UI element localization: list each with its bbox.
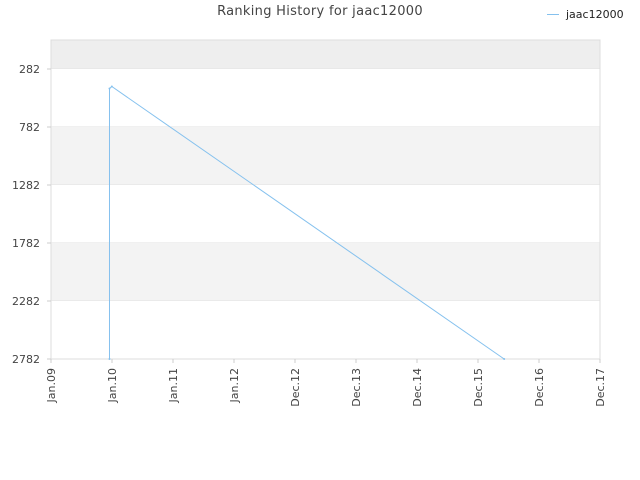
y-tick-label: 2782 [12, 353, 40, 366]
grid-band [51, 185, 600, 243]
y-axis-ticks: 282 782 1282 1782 2282 2782 [12, 63, 51, 366]
x-tick-label: Dec.16 [533, 368, 546, 407]
x-tick-label: Jan.11 [167, 368, 180, 403]
chart-title: Ranking History for jaac12000 [217, 4, 423, 19]
axes [50, 39, 601, 360]
plot-border [50, 39, 601, 360]
x-axis-ticks: Jan.09 Jan.10 Jan.11 Jan.12 Dec.12 Dec.13 Dec.… [45, 359, 607, 407]
grid-band [51, 301, 600, 359]
series-line [108, 85, 505, 360]
legend-label: jaac12000 [566, 8, 624, 21]
series-layer [108, 85, 506, 360]
x-tick-label: Dec.17 [594, 368, 607, 407]
grid-band [51, 40, 600, 69]
legend-swatch [547, 14, 559, 15]
y-tick-label: 1282 [12, 179, 40, 192]
legend: jaac12000 [547, 8, 624, 21]
y-tick-label: 282 [19, 63, 40, 76]
grid-bands [51, 40, 600, 360]
y-tick-label: 782 [19, 121, 40, 134]
grid-band [51, 127, 600, 185]
x-tick-label: Jan.09 [45, 368, 58, 403]
data-point [108, 358, 111, 360]
data-point [503, 358, 506, 360]
x-tick-label: Dec.13 [350, 368, 363, 407]
x-tick-label: Dec.14 [411, 368, 424, 407]
x-tick-label: Dec.15 [472, 368, 485, 407]
y-tick-label: 1782 [12, 237, 40, 250]
data-point [110, 85, 113, 88]
grid-band [51, 69, 600, 127]
data-point [108, 87, 111, 90]
grid-band [51, 243, 600, 301]
y-tick-label: 2282 [12, 295, 40, 308]
x-tick-label: Jan.10 [106, 368, 119, 403]
x-tick-label: Jan.12 [228, 368, 241, 403]
x-tick-label: Dec.12 [289, 368, 302, 407]
